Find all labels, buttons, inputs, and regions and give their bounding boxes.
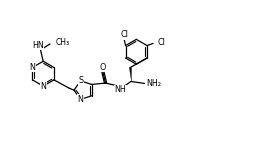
Text: N: N [40, 82, 46, 91]
Text: O: O [99, 63, 106, 72]
Text: NH: NH [114, 85, 126, 94]
Text: Cl: Cl [120, 30, 128, 39]
Polygon shape [129, 67, 131, 81]
Text: CH₃: CH₃ [56, 38, 70, 47]
Text: S: S [78, 76, 83, 85]
Text: HN: HN [32, 41, 44, 50]
Text: Cl: Cl [158, 38, 166, 46]
Text: NH₂: NH₂ [146, 79, 161, 88]
Text: N: N [78, 95, 84, 104]
Text: N: N [29, 63, 35, 72]
